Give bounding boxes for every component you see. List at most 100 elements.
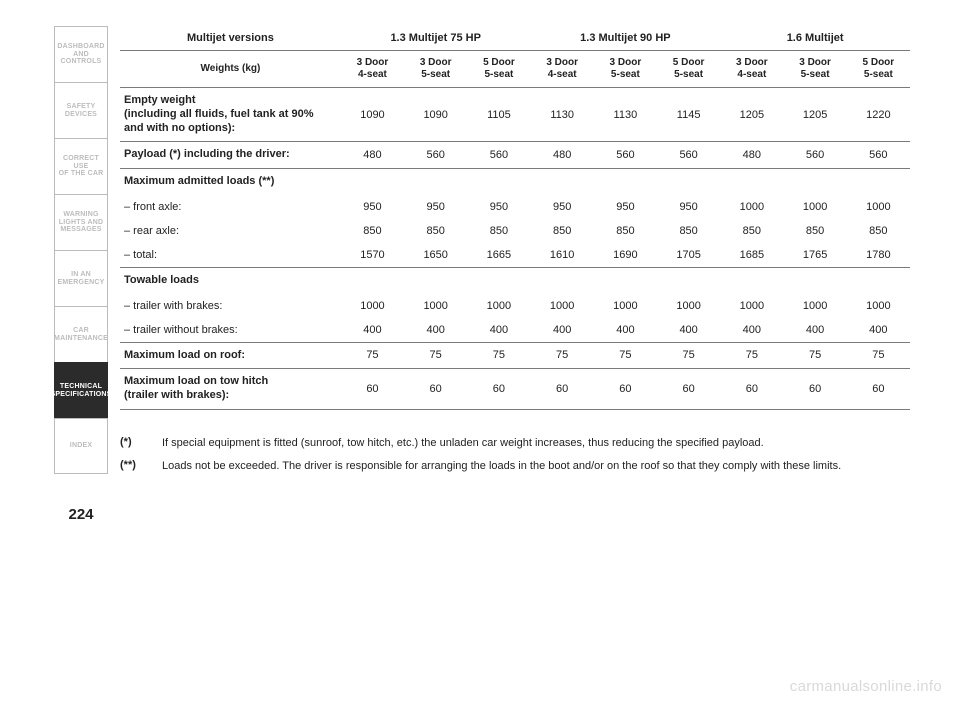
table-cell: 850 bbox=[657, 219, 720, 243]
table-cell: 560 bbox=[594, 142, 657, 169]
table-cell: 1090 bbox=[404, 88, 467, 142]
table-cell: 400 bbox=[720, 318, 783, 343]
header-variant: 5 Door5-seat bbox=[467, 51, 530, 88]
header-variant: 3 Door4-seat bbox=[720, 51, 783, 88]
table-cell: 1090 bbox=[341, 88, 404, 142]
table-cell: 75 bbox=[341, 342, 404, 369]
table-cell: 850 bbox=[847, 219, 910, 243]
table-cell: 1130 bbox=[594, 88, 657, 142]
table-cell: 1570 bbox=[341, 243, 404, 268]
tab-correct-use-of-the-car[interactable]: CORRECT USEOF THE CAR bbox=[54, 138, 108, 194]
row-sublabel: – front axle: bbox=[120, 195, 341, 219]
table-cell: 400 bbox=[404, 318, 467, 343]
table-cell: 850 bbox=[531, 219, 594, 243]
table-cell: 1205 bbox=[783, 88, 846, 142]
header-variant: 3 Door5-seat bbox=[404, 51, 467, 88]
table-cell: 60 bbox=[657, 369, 720, 410]
header-variant: 3 Door5-seat bbox=[783, 51, 846, 88]
table-cell: 1000 bbox=[657, 294, 720, 318]
table-cell: 950 bbox=[531, 195, 594, 219]
tab-warning-lights-and-messages[interactable]: WARNINGLIGHTS ANDMESSAGES bbox=[54, 194, 108, 250]
footnote-key: (*) bbox=[120, 436, 148, 451]
table-cell: 850 bbox=[341, 219, 404, 243]
table-cell: 560 bbox=[657, 142, 720, 169]
header-variant: 3 Door5-seat bbox=[594, 51, 657, 88]
table-cell: 1685 bbox=[720, 243, 783, 268]
row-sublabel: – trailer without brakes: bbox=[120, 318, 341, 343]
table-cell: 60 bbox=[847, 369, 910, 410]
footnotes: (*) If special equipment is fitted (sunr… bbox=[120, 436, 910, 474]
table-cell: 60 bbox=[467, 369, 530, 410]
table-cell: 1000 bbox=[847, 195, 910, 219]
table-cell: 1690 bbox=[594, 243, 657, 268]
tab-dashboard-and-controls[interactable]: DASHBOARDAND CONTROLS bbox=[54, 26, 108, 82]
table-cell: 850 bbox=[783, 219, 846, 243]
table-cell: 1610 bbox=[531, 243, 594, 268]
content-area: Multijet versions 1.3 Multijet 75 HP 1.3… bbox=[120, 26, 910, 481]
table-cell: 1780 bbox=[847, 243, 910, 268]
table-cell: 1000 bbox=[467, 294, 530, 318]
table-cell: 480 bbox=[531, 142, 594, 169]
table-cell: 75 bbox=[531, 342, 594, 369]
header-weights: Weights (kg) bbox=[120, 51, 341, 88]
table-cell: 1000 bbox=[720, 195, 783, 219]
table-cell: 400 bbox=[341, 318, 404, 343]
table-cell: 60 bbox=[594, 369, 657, 410]
row-sublabel: – trailer with brakes: bbox=[120, 294, 341, 318]
table-cell: 400 bbox=[657, 318, 720, 343]
table-cell: 400 bbox=[531, 318, 594, 343]
tab-safety-devices[interactable]: SAFETYDEVICES bbox=[54, 82, 108, 138]
table-cell: 1000 bbox=[341, 294, 404, 318]
footnote-text: If special equipment is fitted (sunroof,… bbox=[162, 436, 910, 451]
table-cell: 560 bbox=[783, 142, 846, 169]
table-cell: 850 bbox=[404, 219, 467, 243]
table-cell: 60 bbox=[531, 369, 594, 410]
table-cell: 850 bbox=[594, 219, 657, 243]
table-cell: 480 bbox=[720, 142, 783, 169]
table-cell: 400 bbox=[847, 318, 910, 343]
row-label: Maximum admitted loads (**) bbox=[120, 169, 910, 195]
row-label: Maximum load on tow hitch(trailer with b… bbox=[120, 369, 341, 410]
tab-in-an-emergency[interactable]: IN ANEMERGENCY bbox=[54, 250, 108, 306]
table-cell: 400 bbox=[594, 318, 657, 343]
page: DASHBOARDAND CONTROLS SAFETYDEVICES CORR… bbox=[0, 0, 960, 709]
table-cell: 850 bbox=[467, 219, 530, 243]
table-cell: 60 bbox=[404, 369, 467, 410]
table-cell: 950 bbox=[657, 195, 720, 219]
table-cell: 75 bbox=[467, 342, 530, 369]
table-cell: 950 bbox=[467, 195, 530, 219]
footnote-row: (*) If special equipment is fitted (sunr… bbox=[120, 436, 910, 451]
table-cell: 1765 bbox=[783, 243, 846, 268]
table-cell: 560 bbox=[847, 142, 910, 169]
header-engine-0: 1.3 Multijet 75 HP bbox=[341, 26, 531, 51]
table-cell: 75 bbox=[404, 342, 467, 369]
table-cell: 1000 bbox=[783, 294, 846, 318]
table-cell: 480 bbox=[341, 142, 404, 169]
table-cell: 75 bbox=[783, 342, 846, 369]
tab-technical-specifications[interactable]: TECHNICALSPECIFICATIONS bbox=[54, 362, 108, 418]
table-cell: 1000 bbox=[847, 294, 910, 318]
table-cell: 75 bbox=[720, 342, 783, 369]
table-cell: 1130 bbox=[531, 88, 594, 142]
table-cell: 950 bbox=[594, 195, 657, 219]
row-sublabel: – rear axle: bbox=[120, 219, 341, 243]
row-label: Payload (*) including the driver: bbox=[120, 142, 341, 169]
table-cell: 75 bbox=[847, 342, 910, 369]
tab-index[interactable]: INDEX bbox=[54, 418, 108, 474]
header-engine-2: 1.6 Multijet bbox=[720, 26, 910, 51]
header-engine-1: 1.3 Multijet 90 HP bbox=[531, 26, 721, 51]
table-cell: 560 bbox=[467, 142, 530, 169]
footnote-row: (**) Loads not be exceeded. The driver i… bbox=[120, 459, 910, 474]
row-label: Empty weight(including all fluids, fuel … bbox=[120, 88, 341, 142]
table-cell: 1145 bbox=[657, 88, 720, 142]
side-tabs: DASHBOARDAND CONTROLS SAFETYDEVICES CORR… bbox=[54, 26, 108, 474]
table-cell: 1000 bbox=[594, 294, 657, 318]
table-cell: 950 bbox=[404, 195, 467, 219]
footnote-text: Loads not be exceeded. The driver is res… bbox=[162, 459, 910, 474]
table-cell: 400 bbox=[783, 318, 846, 343]
header-variant: 5 Door5-seat bbox=[847, 51, 910, 88]
table-cell: 75 bbox=[657, 342, 720, 369]
table-cell: 60 bbox=[720, 369, 783, 410]
table-cell: 560 bbox=[404, 142, 467, 169]
tab-car-maintenance[interactable]: CARMAINTENANCE bbox=[54, 306, 108, 362]
